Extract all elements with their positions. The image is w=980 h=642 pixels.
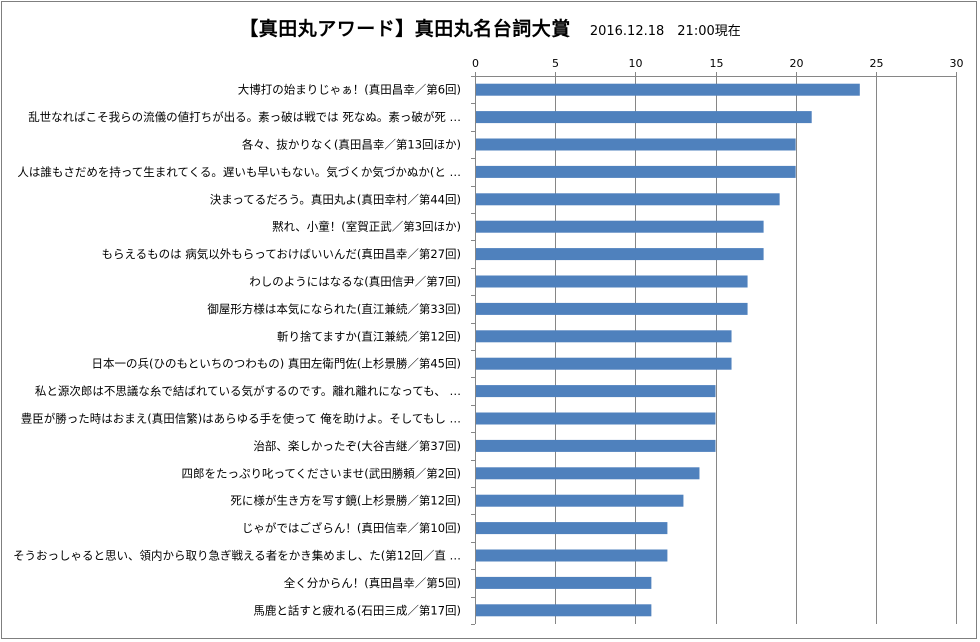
category-label: じゃがではござらん！(真田信幸／第10回) — [242, 521, 461, 535]
bar — [476, 111, 812, 124]
bar — [476, 439, 716, 452]
category-label: 日本一の兵(ひのもといちのつわもの) 真田左衛門佐(上杉景勝／第45回) — [91, 357, 461, 371]
bar — [476, 193, 780, 206]
x-tick-label: 10 — [629, 57, 643, 70]
category-label: 斬り捨てますか(直江兼続／第12回) — [277, 329, 461, 343]
bar — [476, 302, 748, 315]
category-label: 決まってるだろう。真田丸よ(真田幸村／第44回) — [210, 192, 461, 206]
x-tick-label: 30 — [950, 57, 964, 70]
category-label: 乱世なればこそ我らの流儀の値打ちが出る。素っ破は戦では 死なぬ。素っ破が死 … — [28, 110, 461, 124]
bar — [476, 220, 764, 233]
category-label: 全く分からん！(真田昌幸／第5回) — [284, 576, 461, 590]
bar — [476, 138, 796, 151]
chart-title-block: 【真田丸アワード】真田丸名台詞大賞 2016.12.18 21:00現在 — [0, 14, 980, 41]
bar — [476, 549, 668, 562]
x-tick-label: 25 — [870, 57, 884, 70]
category-label: 各々、抜かりなく(真田昌幸／第13回ほか) — [242, 138, 461, 152]
bar — [476, 467, 700, 480]
bar — [476, 275, 748, 288]
x-tick-label: 15 — [710, 57, 724, 70]
x-tick-label: 20 — [790, 57, 804, 70]
bar — [476, 576, 652, 589]
bar — [476, 412, 716, 425]
chart-title: 【真田丸アワード】真田丸名台詞大賞 — [239, 18, 571, 40]
bar — [476, 357, 732, 370]
bar — [476, 248, 764, 261]
chart-subtitle: 2016.12.18 21:00現在 — [589, 24, 741, 39]
bar — [476, 165, 796, 178]
category-label: 治部、楽しかったぞ(大谷吉継／第37回) — [253, 439, 461, 453]
category-label: 黙れ、小童！(室賀正武／第3回ほか) — [272, 220, 461, 234]
x-tick-label: 0 — [472, 57, 479, 70]
x-tick-label: 5 — [552, 57, 559, 70]
category-label: 豊臣が勝った時はおまえ(真田信繁)はあらゆる手を使って 俺を助けよ。そしてもし … — [21, 412, 461, 426]
category-label: 馬鹿と話すと疲れる(石田三成／第17回) — [253, 603, 461, 617]
bar — [476, 604, 652, 617]
category-label: 四郎をたっぷり叱ってくださいませ(武田勝頼／第2回) — [181, 466, 461, 480]
category-label: 人は誰もさだめを持って生まれてくる。遅いも早いもない。気づくか気づかぬか(と … — [17, 165, 461, 179]
category-label: わしのようにはなるな(真田信尹／第7回) — [249, 275, 461, 289]
bar — [476, 385, 716, 398]
category-label: 大博打の始まりじゃぁ！(真田昌幸／第6回) — [238, 83, 461, 97]
bar — [476, 330, 732, 343]
category-label: もらえるものは 病気以外もらっておけばいいんだ(真田昌幸／第27回) — [102, 247, 462, 261]
category-label: 死に様が生き方を写す鏡(上杉景勝／第12回) — [230, 494, 461, 508]
bar — [476, 494, 684, 507]
bar — [476, 522, 668, 535]
category-label: 御屋形方様は本気になられた(直江兼続／第33回) — [207, 302, 461, 316]
category-label: そうおっしゃると思い、領内から取り急ぎ戦える者をかき集めまし、た(第12回／直 … — [13, 549, 461, 563]
category-label: 私と源次郎は不思議な糸で結ばれている気がするのです。離れ離れになっても、 … — [35, 384, 461, 398]
bar — [476, 83, 860, 96]
